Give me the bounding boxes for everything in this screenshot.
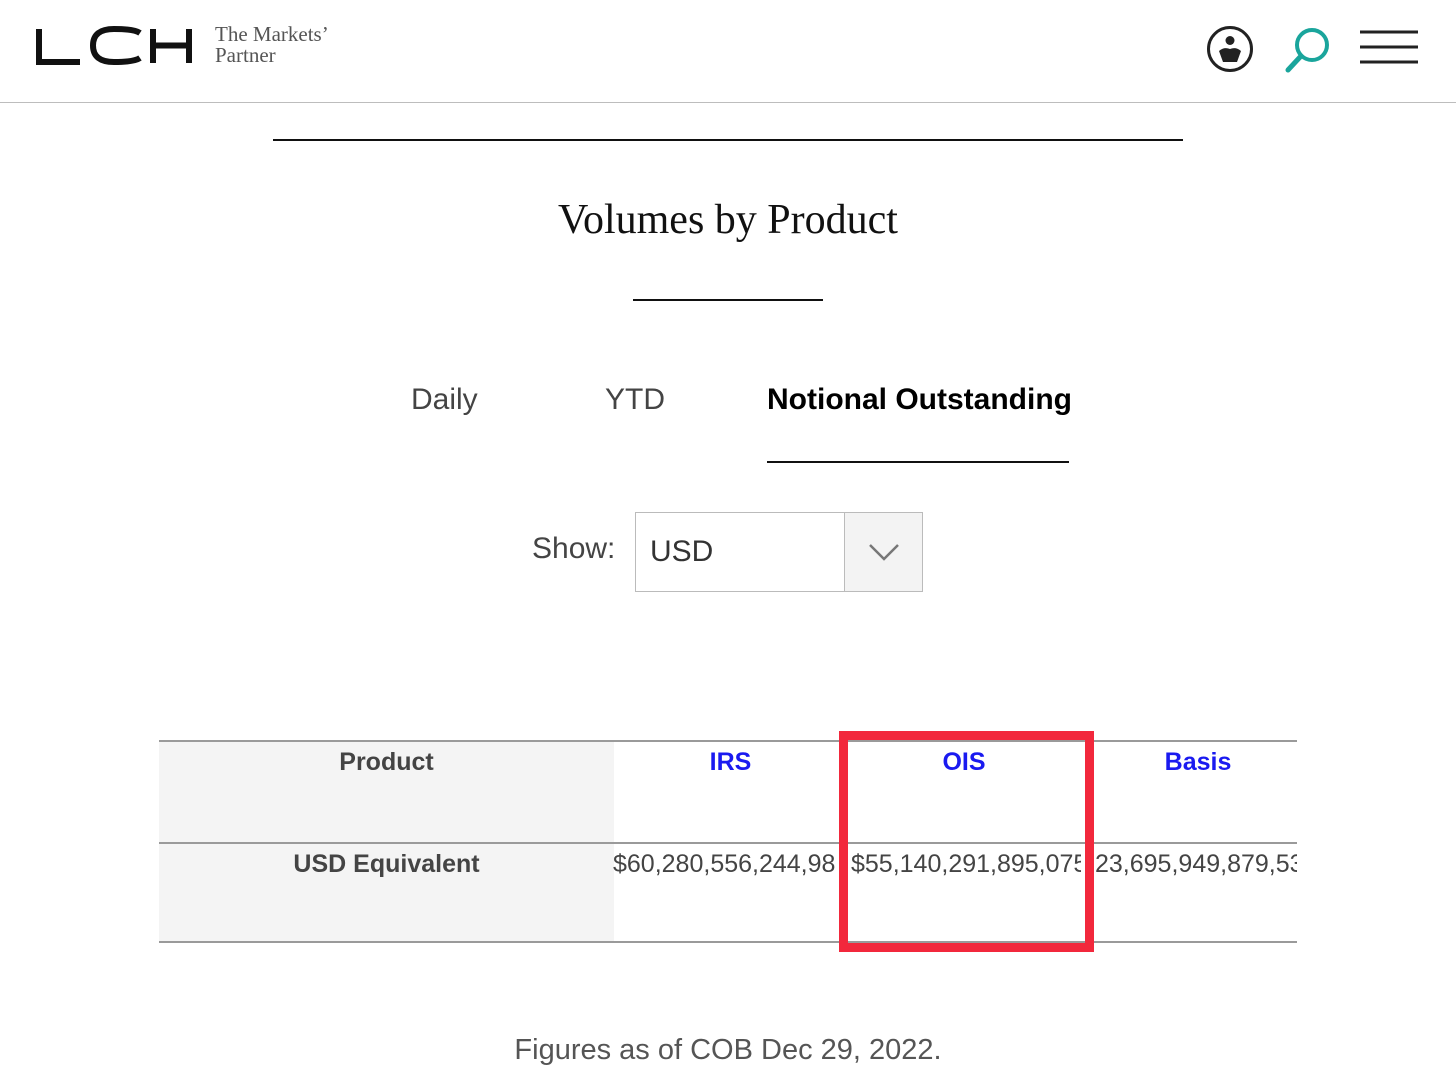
tagline-line-1: The Markets’ [215,22,329,46]
chevron-down-icon [869,544,899,561]
search-icon[interactable] [1284,26,1334,76]
tab-ytd[interactable]: YTD [605,383,665,416]
active-tab-indicator [767,461,1069,463]
row-header-column [159,740,614,943]
tab-daily[interactable]: Daily [411,383,478,416]
currency-select-toggle[interactable] [844,513,922,591]
figures-footnote: Figures as of COB Dec 29, 2022. [514,1034,942,1066]
ois-highlight-box [839,731,1094,952]
value-ois: $55,140,291,895,075 [851,851,1081,877]
table-bottom-border [159,941,1297,943]
user-icon[interactable] [1206,25,1254,73]
title-underline [633,299,823,301]
logo-tagline: The Markets’ Partner [215,24,355,66]
currency-select-value: USD [650,535,714,568]
table-row-divider [159,842,1297,844]
row-label-usd-equivalent: USD Equivalent [293,851,480,877]
value-basis: 23,695,949,879,53 [1095,851,1297,877]
lch-logo[interactable] [36,26,194,66]
tab-notional-outstanding[interactable]: Notional Outstanding [767,383,1072,416]
menu-icon[interactable] [1360,30,1418,66]
volumes-table: Product IRS OIS Basis USD Equivalent $60… [159,740,1297,945]
column-link-irs[interactable]: IRS [709,749,752,775]
site-header: The Markets’ Partner [0,0,1456,103]
section-divider [273,139,1183,141]
product-header: Product [339,749,434,775]
column-link-basis[interactable]: Basis [1164,749,1232,775]
value-irs: $60,280,556,244,98 [613,851,836,877]
page-title: Volumes by Product [558,197,898,243]
tagline-line-2: Partner [215,43,276,67]
table-top-border [159,740,1297,742]
show-label: Show: [532,532,616,565]
column-link-ois[interactable]: OIS [942,749,986,775]
currency-select[interactable]: USD [635,512,923,592]
